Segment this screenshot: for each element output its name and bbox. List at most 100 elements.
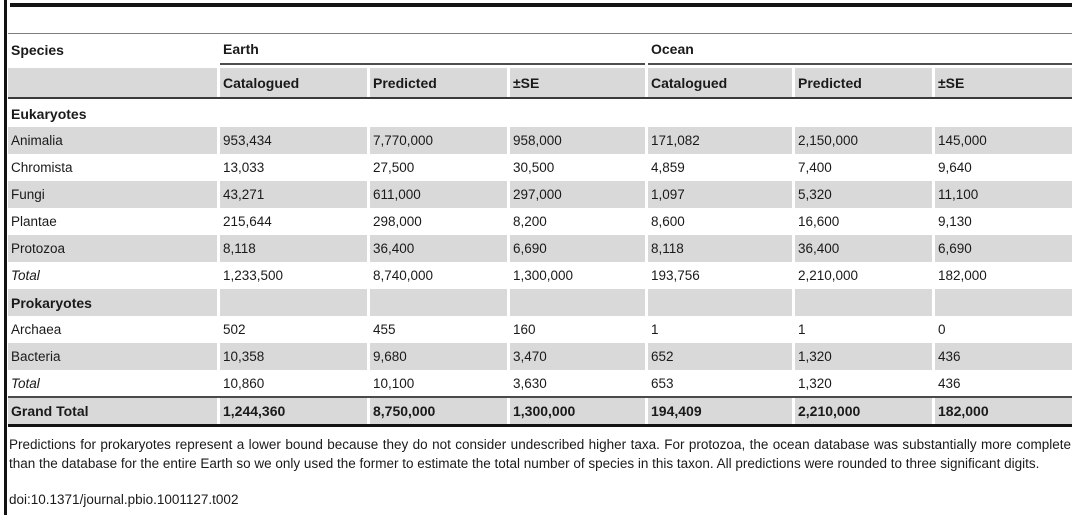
earth-predicted-header: Predicted bbox=[370, 68, 507, 97]
ocean-catalogued-header: Catalogued bbox=[648, 68, 792, 97]
cell-value bbox=[935, 289, 1072, 316]
cell-value: 16,600 bbox=[795, 208, 932, 235]
cell-value: 1,320 bbox=[795, 343, 932, 370]
cell-value: 171,082 bbox=[648, 127, 792, 154]
cell-value: 298,000 bbox=[370, 208, 507, 235]
cell-value: 36,400 bbox=[370, 235, 507, 262]
cell-value bbox=[370, 289, 507, 316]
cell-value: 1,320 bbox=[795, 370, 932, 397]
table-row: Total 1,233,500 8,740,000 1,300,000 193,756 2… bbox=[8, 262, 1072, 289]
cell-value: 194,409 bbox=[648, 397, 792, 424]
row-label: Protozoa bbox=[8, 235, 217, 262]
cell-value: 502 bbox=[220, 316, 367, 343]
table-row: Fungi 43,271 611,000 297,000 1,097 5,320 11,10… bbox=[8, 181, 1072, 208]
cell-value: 9,130 bbox=[935, 208, 1072, 235]
cell-value: 43,271 bbox=[220, 181, 367, 208]
cell-value: 2,210,000 bbox=[795, 397, 932, 424]
cell-value: 10,358 bbox=[220, 343, 367, 370]
cell-value: 7,400 bbox=[795, 154, 932, 181]
table-row: Chromista 13,033 27,500 30,500 4,859 7,400 9,6… bbox=[8, 154, 1072, 181]
cell-value: 193,756 bbox=[648, 262, 792, 289]
cell-value: 1 bbox=[795, 316, 932, 343]
cell-value: 9,680 bbox=[370, 343, 507, 370]
cell-value: 1,233,500 bbox=[220, 262, 367, 289]
cell-value: 436 bbox=[935, 370, 1072, 397]
table-row: Archaea 502 455 160 1 1 0 bbox=[8, 316, 1072, 343]
cell-value: 1 bbox=[648, 316, 792, 343]
cell-value: 611,000 bbox=[370, 181, 507, 208]
earth-catalogued-header: Catalogued bbox=[220, 68, 367, 97]
subheader-spacer bbox=[8, 68, 217, 97]
cell-value: 8,750,000 bbox=[370, 397, 507, 424]
cell-value bbox=[510, 100, 645, 127]
cell-value: 7,770,000 bbox=[370, 127, 507, 154]
cell-value bbox=[370, 100, 507, 127]
cell-value: 2,210,000 bbox=[795, 262, 932, 289]
cell-value: 8,118 bbox=[220, 235, 367, 262]
doi-text: doi:10.1371/journal.pbio.1001127.t002 bbox=[9, 492, 239, 507]
ocean-group-header: Ocean bbox=[648, 34, 1072, 65]
cell-value: 436 bbox=[935, 343, 1072, 370]
cell-value: 4,859 bbox=[648, 154, 792, 181]
row-label: Archaea bbox=[8, 316, 217, 343]
cell-value bbox=[220, 100, 367, 127]
table-bottom-rule bbox=[8, 424, 1072, 427]
cell-value: 6,690 bbox=[935, 235, 1072, 262]
cell-value: 10,860 bbox=[220, 370, 367, 397]
row-label: Total bbox=[8, 262, 217, 289]
cell-value: 11,100 bbox=[935, 181, 1072, 208]
cell-value: 1,244,360 bbox=[220, 397, 367, 424]
table-row: Eukaryotes bbox=[8, 100, 1072, 127]
row-label: Chromista bbox=[8, 154, 217, 181]
cell-value: 1,300,000 bbox=[510, 262, 645, 289]
cell-value: 9,640 bbox=[935, 154, 1072, 181]
cell-value bbox=[648, 289, 792, 316]
cell-value bbox=[648, 100, 792, 127]
cell-value: 3,630 bbox=[510, 370, 645, 397]
cell-value: 653 bbox=[648, 370, 792, 397]
row-label: Total bbox=[8, 370, 217, 397]
header-top-rule bbox=[8, 33, 1072, 35]
cell-value: 1,097 bbox=[648, 181, 792, 208]
cell-value: 145,000 bbox=[935, 127, 1072, 154]
ocean-predicted-header: Predicted bbox=[795, 68, 932, 97]
cell-value: 652 bbox=[648, 343, 792, 370]
row-label: Grand Total bbox=[8, 397, 217, 424]
cell-value: 297,000 bbox=[510, 181, 645, 208]
table-row: Grand Total 1,244,360 8,750,000 1,300,000 19… bbox=[8, 397, 1072, 424]
cell-value: 8,740,000 bbox=[370, 262, 507, 289]
cell-value: 160 bbox=[510, 316, 645, 343]
cell-value: 5,320 bbox=[795, 181, 932, 208]
row-label: Bacteria bbox=[8, 343, 217, 370]
cell-value: 215,644 bbox=[220, 208, 367, 235]
cell-value: 36,400 bbox=[795, 235, 932, 262]
cell-value bbox=[795, 100, 932, 127]
cell-value bbox=[220, 289, 367, 316]
header-bottom-rule bbox=[8, 97, 1072, 100]
table-row: Protozoa 8,118 36,400 6,690 8,118 36,400 6,690 bbox=[8, 235, 1072, 262]
cell-value bbox=[935, 100, 1072, 127]
cell-value: 182,000 bbox=[935, 397, 1072, 424]
row-label: Prokaryotes bbox=[8, 289, 217, 316]
species-column-header: Species bbox=[11, 41, 64, 58]
ocean-se-header: ±SE bbox=[935, 68, 1072, 97]
table-subheader-row: Catalogued Predicted ±SE Catalogued Pred… bbox=[8, 68, 1072, 97]
cell-value: 6,690 bbox=[510, 235, 645, 262]
cell-value: 27,500 bbox=[370, 154, 507, 181]
table-top-rule bbox=[10, 3, 1072, 7]
table-row: Total 10,860 10,100 3,630 653 1,320 436 bbox=[8, 370, 1072, 397]
table-body: Eukaryotes Animalia 953,434 7,770,000 958,00… bbox=[8, 100, 1072, 424]
row-label: Animalia bbox=[8, 127, 217, 154]
row-label: Fungi bbox=[8, 181, 217, 208]
cell-value: 30,500 bbox=[510, 154, 645, 181]
cell-value: 8,600 bbox=[648, 208, 792, 235]
table-row: Animalia 953,434 7,770,000 958,000 171,082 2,… bbox=[8, 127, 1072, 154]
row-label: Eukaryotes bbox=[8, 100, 217, 127]
earth-group-header: Earth bbox=[220, 34, 645, 65]
cell-value: 2,150,000 bbox=[795, 127, 932, 154]
cell-value: 958,000 bbox=[510, 127, 645, 154]
table-footnote: Predictions for prokaryotes represent a … bbox=[9, 437, 1071, 472]
cell-value: 1,300,000 bbox=[510, 397, 645, 424]
grand-total-top-rule bbox=[8, 396, 1072, 398]
table-group-header-row: Species Earth Ocean bbox=[8, 34, 1072, 65]
